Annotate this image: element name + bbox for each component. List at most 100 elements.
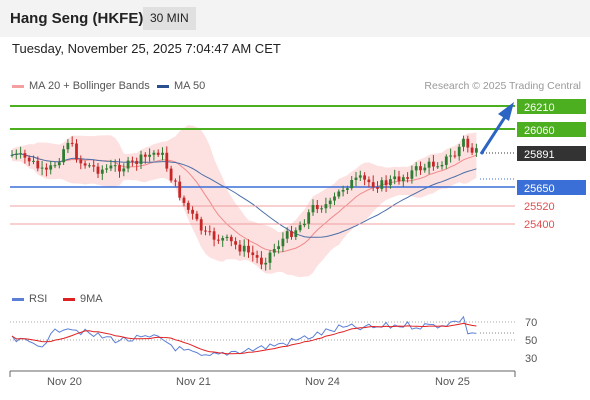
candle-body [212,231,216,240]
candle-body [449,155,452,157]
credit-text: Research © 2025 Trading Central [424,80,581,92]
candle-body [148,154,151,157]
candle-body [139,154,143,165]
candle-body [88,165,91,167]
candle-body [401,177,405,182]
ma50-line [11,153,477,238]
candle-body [260,257,263,265]
candle-body [204,230,207,232]
candle-body [126,160,130,169]
x-label-nov24: Nov 24 [305,376,340,388]
candle-body [131,160,134,162]
candle-body [165,152,169,169]
candle-body [92,165,96,167]
candle-body [462,138,465,147]
target2-label: 26210 [517,99,586,114]
chart-header: Hang Seng (HKFE) 30 MIN [0,0,590,37]
pivot-label: 25650 [517,180,586,195]
candle-body [40,167,44,169]
candle-body [475,148,478,153]
candle-body [49,165,53,170]
candle-body [264,262,268,265]
candle-body [337,191,341,197]
candle-body [156,152,160,155]
candle-body [294,230,298,237]
candle-body [178,181,182,198]
candle-body [346,188,349,190]
legend-9ma: 9MA [63,293,103,305]
current-price-value: 25891 [524,149,555,161]
candle-body [66,142,70,150]
candle-body [45,167,48,170]
candle-body [79,159,83,164]
candle-body [311,204,315,213]
candle-body [363,175,366,180]
candle-body [100,169,104,174]
rsi-swatch [12,297,24,301]
candle-body [389,179,392,186]
candle-body [32,160,35,162]
candle-body [397,176,401,182]
rsi-line [11,315,477,357]
candle-body [221,238,225,241]
x-label-nov20: Nov 20 [47,376,82,388]
candle-body [174,180,177,182]
candle-body [70,142,74,144]
support2-value: 25400 [524,219,555,231]
candle-body [333,196,336,201]
candle-body [410,170,414,179]
candle-body [358,175,362,178]
candle-body [350,179,354,189]
candle-body [161,152,164,155]
candle-body [96,166,100,174]
candle-body [315,204,319,210]
candle-body [143,154,147,157]
ma9-label: 9MA [80,293,103,305]
candle-body [195,213,199,220]
candle-body [57,162,61,166]
timeframe-button[interactable]: 30 MIN [143,7,196,30]
candle-body [122,168,126,172]
candle-body [186,202,190,210]
candle-body [10,154,14,156]
candle-body [277,246,280,250]
candle-body [328,200,332,205]
candle-body [247,245,250,253]
ma9-swatch [63,297,75,301]
candle-body [19,153,22,155]
candle-body [285,231,289,239]
candle-body [281,238,285,247]
ma50-swatch [157,84,169,88]
candle-body [384,180,388,186]
support1-value: 25520 [524,201,555,213]
candle-body [229,236,233,242]
rsi-tick-30: 30 [525,353,537,365]
x-label-nov25: Nov 25 [435,376,470,388]
candle-body [376,187,379,189]
candle-body [419,166,422,171]
forecast-arrow [479,102,514,155]
candle-body [414,166,418,171]
candle-body [109,165,113,169]
candle-body [36,160,40,169]
candle-body [367,179,371,183]
rsi-tick-70: 70 [525,317,537,329]
rsi-tick-50: 50 [525,335,537,347]
candle-body [406,177,409,179]
candle-body [83,163,87,166]
candle-body [341,189,345,192]
candle-body [453,155,457,157]
candle-body [380,180,384,189]
candle-body [118,165,121,172]
candle-body [62,149,65,163]
candle-body [290,231,293,237]
candle-body [324,204,328,209]
candle-body [23,153,27,158]
current-price-label: 25891 [517,146,586,161]
ma20-swatch [12,84,24,88]
candle-body [14,153,18,155]
candle-body [152,152,156,155]
candle-body [371,182,375,188]
candle-body [75,143,78,160]
